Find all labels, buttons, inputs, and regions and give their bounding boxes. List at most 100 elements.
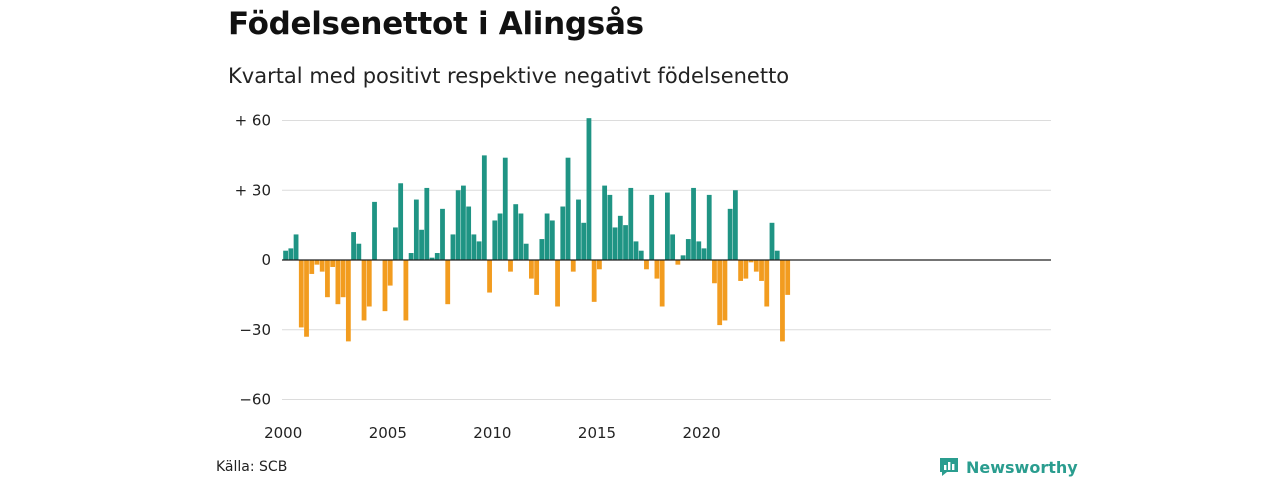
bar-9: [330, 260, 336, 267]
brand-logo: Newsworthy: [938, 456, 1078, 478]
bar-6: [314, 260, 320, 265]
bar-75: [675, 260, 681, 265]
bar-14: [356, 243, 362, 260]
bar-77: [685, 239, 691, 260]
bar-15: [361, 260, 367, 321]
bar-92: [764, 260, 770, 307]
bar-83: [717, 260, 723, 326]
bar-61: [602, 185, 608, 260]
bar-29: [434, 253, 440, 261]
bar-67: [633, 241, 639, 260]
bar-66: [628, 187, 634, 261]
y-tick-label: 0: [261, 251, 271, 269]
bar-45: [518, 213, 524, 260]
bar-23: [403, 260, 409, 321]
bar-38: [481, 155, 487, 261]
bar-46: [523, 243, 529, 260]
bar-53: [560, 206, 566, 261]
bar-8: [325, 260, 330, 298]
bar-5: [309, 260, 315, 274]
bar-22: [398, 183, 404, 260]
bar-56: [576, 199, 581, 260]
bar-94: [774, 250, 780, 260]
bar-74: [670, 234, 676, 261]
bar-2: [293, 234, 299, 261]
bar-36: [471, 234, 477, 261]
bar-63: [612, 227, 618, 260]
bar-20: [387, 260, 393, 286]
bar-34: [461, 185, 466, 260]
bar-69: [644, 260, 649, 270]
bar-10: [335, 260, 341, 305]
bar-64: [617, 215, 623, 260]
bar-87: [738, 260, 744, 281]
bar-48: [534, 260, 540, 295]
x-tick-label: 2000: [264, 424, 302, 442]
grid-lines: [282, 120, 1051, 400]
bar-43: [508, 260, 513, 272]
bar-39: [487, 260, 492, 293]
y-tick-label: + 60: [235, 112, 271, 130]
bar-55: [570, 260, 576, 272]
bar-73: [664, 192, 670, 260]
bar-96: [785, 260, 791, 295]
bar-41: [497, 213, 503, 260]
x-tick-label: 2020: [683, 424, 721, 442]
bar-51: [549, 220, 555, 260]
y-axis-ticks: + 60 + 30 0 −30 −60: [235, 112, 271, 409]
newsworthy-logo-icon: [940, 458, 958, 476]
bar-21: [393, 227, 398, 260]
bar-65: [623, 225, 628, 261]
bar-31: [445, 260, 451, 305]
bar-16: [366, 260, 372, 307]
bar-88: [743, 260, 749, 279]
bar-12: [345, 260, 351, 342]
bar-30: [440, 208, 445, 260]
x-tick-label: 2005: [369, 424, 407, 442]
bar-4: [304, 260, 309, 337]
bar-52: [555, 260, 560, 307]
bar-89: [748, 260, 754, 263]
bar-3: [298, 260, 304, 328]
bar-40: [492, 220, 498, 260]
bar-86: [732, 190, 738, 260]
bar-19: [382, 260, 388, 312]
bar-93: [769, 222, 775, 260]
bar-13: [351, 232, 356, 260]
bar-28: [429, 257, 435, 261]
bar-1: [288, 248, 294, 261]
bar-62: [607, 194, 613, 260]
bar-57: [581, 222, 587, 260]
bar-71: [654, 260, 660, 279]
bar-37: [476, 241, 482, 260]
bar-25: [413, 199, 419, 260]
bar-0: [283, 250, 288, 260]
bar-90: [753, 260, 759, 272]
bar-68: [638, 250, 644, 260]
bar-91: [759, 260, 764, 281]
bar-81: [706, 194, 712, 260]
chart-title: Födelsenettot i Alingsås: [228, 6, 644, 42]
bar-59: [591, 260, 597, 302]
bar-84: [722, 260, 728, 321]
bar-70: [649, 194, 655, 260]
bar-27: [424, 187, 430, 261]
bar-7: [319, 260, 325, 272]
bar-24: [408, 253, 414, 261]
x-tick-label: 2010: [473, 424, 511, 442]
bar-78: [691, 187, 696, 261]
y-tick-label: + 30: [235, 181, 271, 199]
bars: [283, 118, 791, 342]
bar-95: [780, 260, 785, 342]
bar-35: [466, 206, 472, 261]
source-note: Källa: SCB: [216, 459, 288, 475]
bar-82: [712, 260, 717, 284]
y-tick-label: −60: [239, 391, 271, 409]
bar-72: [659, 260, 665, 307]
bar-50: [544, 213, 550, 260]
bar-42: [502, 157, 508, 260]
bar-58: [586, 118, 592, 260]
bar-11: [340, 260, 346, 298]
bar-47: [529, 260, 534, 279]
